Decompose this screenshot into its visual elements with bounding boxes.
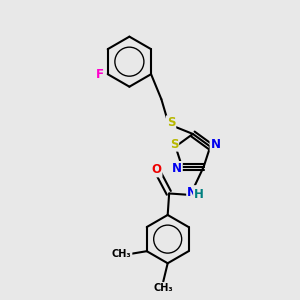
Text: S: S: [170, 138, 178, 151]
Text: N: N: [187, 186, 197, 199]
Text: S: S: [167, 116, 175, 129]
Text: O: O: [152, 164, 161, 176]
Text: N: N: [172, 162, 182, 175]
Text: CH₃: CH₃: [112, 249, 132, 259]
Text: N: N: [211, 138, 220, 151]
Text: CH₃: CH₃: [154, 283, 173, 293]
Text: H: H: [194, 188, 203, 201]
Text: F: F: [95, 68, 104, 81]
